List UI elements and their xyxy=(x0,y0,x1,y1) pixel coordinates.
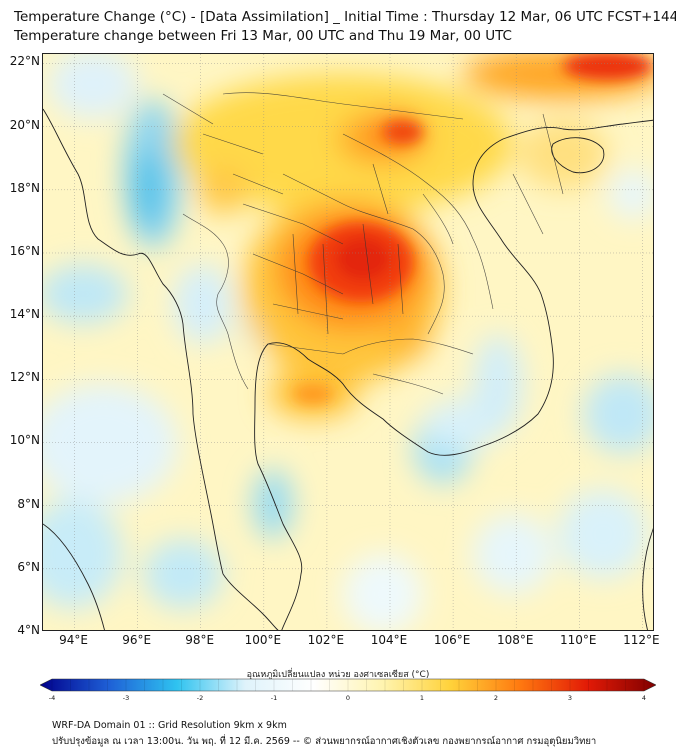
lon-label: 96°E xyxy=(122,633,152,647)
map-panel[interactable] xyxy=(42,53,654,631)
colorbar-tick-label: -4 xyxy=(48,694,56,702)
colorbar-tick-label: -3 xyxy=(122,694,130,702)
lon-label: 94°E xyxy=(59,633,88,647)
lon-label: 106°E xyxy=(433,633,471,647)
footer-model-info: WRF-DA Domain 01 :: Grid Resolution 9km … xyxy=(52,720,287,731)
footer-credit: ปรับปรุงข้อมูล ณ เวลา 13:00น. วัน พฤ. ที… xyxy=(52,736,597,747)
coastlines xyxy=(43,108,653,630)
hot-cores xyxy=(293,54,653,404)
lat-label: 14°N xyxy=(9,307,40,322)
lat-label: 8°N xyxy=(17,496,40,511)
colorbar xyxy=(40,678,656,692)
lon-label: 108°E xyxy=(496,633,534,647)
colorbar-tick-label: 1 xyxy=(419,694,425,702)
lon-label: 100°E xyxy=(244,633,282,647)
colorbar-tick-label: 3 xyxy=(567,694,573,702)
colorbar-tick-label: 0 xyxy=(345,694,351,702)
graticule xyxy=(43,54,653,630)
colorbar-tick-label: 4 xyxy=(641,694,647,702)
lon-label: 98°E xyxy=(185,633,215,647)
colorbar-title: อุณหภูมิเปลี่ยนแปลง หน่วย องศาเซลเซียส (… xyxy=(246,670,430,680)
lat-label: 22°N xyxy=(9,54,40,69)
chart-title-line2: Temperature change between Fri 13 Mar, 0… xyxy=(14,28,512,44)
lat-label: 10°N xyxy=(9,433,40,448)
lat-label: 4°N xyxy=(17,623,40,637)
lon-label: 112°E xyxy=(623,633,660,647)
lat-label: 20°N xyxy=(9,117,40,132)
lat-label: 12°N xyxy=(9,370,40,385)
lon-label: 104°E xyxy=(370,633,408,647)
temperature-change-map[interactable] xyxy=(43,54,654,631)
lon-label: 110°E xyxy=(560,633,597,647)
chart-title-line1: Temperature Change (°C) - [Data Assimila… xyxy=(14,9,676,25)
colorbar-tick-label: -2 xyxy=(196,694,204,702)
admin-borders xyxy=(162,92,564,395)
lat-label: 18°N xyxy=(9,180,40,195)
colorbar-tick-label: 2 xyxy=(493,694,499,702)
lon-label: 102°E xyxy=(307,633,345,647)
colorbar-ticks xyxy=(51,679,645,691)
colorbar-tick-label: -1 xyxy=(270,694,278,702)
colorbar-gradient xyxy=(40,678,656,692)
lat-label: 6°N xyxy=(17,559,40,574)
lat-label: 16°N xyxy=(9,243,40,258)
